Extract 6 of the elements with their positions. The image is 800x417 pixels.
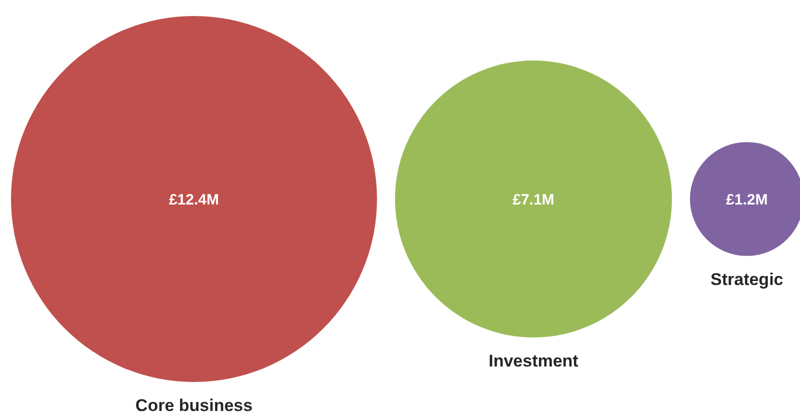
category-label: Investment: [488, 351, 579, 370]
data-label: £1.2M: [726, 191, 768, 208]
category-label: Core business: [135, 396, 253, 415]
data-label: £12.4M: [168, 191, 220, 208]
category-label: Strategic: [710, 270, 784, 289]
data-label: £7.1M: [512, 191, 554, 208]
